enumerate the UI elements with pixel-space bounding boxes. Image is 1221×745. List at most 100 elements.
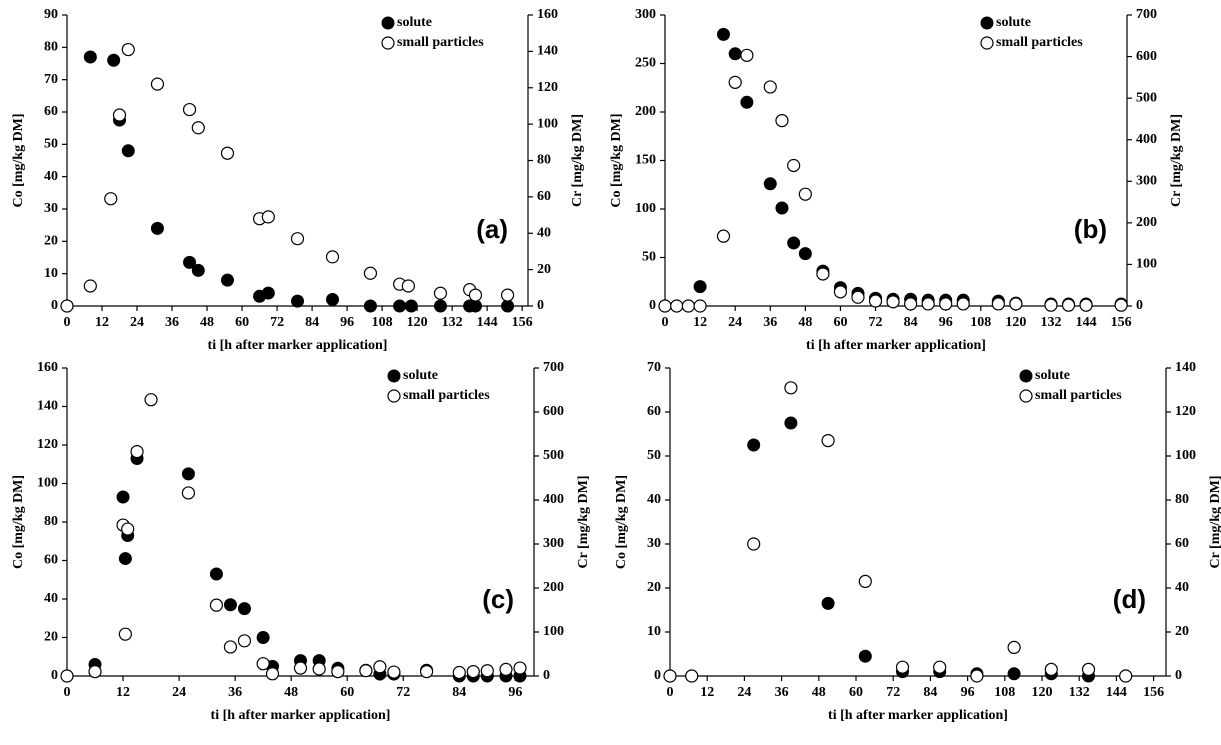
x-tick-label: 120: [407, 315, 428, 330]
data-point: [312, 662, 326, 676]
x-axis-label: ti [h after marker application]: [208, 338, 388, 353]
x-tick-label: 108: [970, 315, 991, 330]
y2-tick-label: 700: [543, 360, 564, 375]
data-point: [833, 285, 848, 299]
data-point: [904, 297, 918, 311]
x-tick-label: 72: [396, 685, 410, 700]
data-point: [1081, 662, 1096, 677]
annotation: (a): [476, 214, 508, 244]
data-point: [1007, 667, 1021, 681]
annotation: (c): [482, 584, 514, 614]
y2-tick-label: 100: [537, 116, 558, 131]
x-tick-label: 48: [812, 685, 826, 700]
y-tick-label: 40: [647, 492, 661, 507]
x-tick-label: 144: [1106, 685, 1127, 700]
y-tick-label: 100: [635, 201, 656, 216]
x-axis-label: ti [h after marker application]: [806, 338, 986, 353]
data-point: [387, 665, 401, 679]
x-tick-label: 24: [172, 685, 186, 700]
data-point: [293, 661, 308, 675]
data-point: [104, 192, 118, 206]
data-point: [121, 144, 135, 158]
data-point: [970, 669, 984, 683]
legend-label: small particles: [996, 35, 1083, 50]
legend-label: small particles: [1035, 388, 1122, 403]
y2-tick-label: 400: [1136, 132, 1157, 147]
y-tick-label: 50: [647, 448, 661, 463]
y-tick-label: 120: [37, 437, 58, 452]
data-point: [816, 267, 830, 281]
data-point: [363, 299, 377, 313]
y2-tick-label: 200: [1136, 215, 1157, 230]
data-point: [658, 299, 672, 313]
data-point: [404, 299, 418, 313]
y2-tick-label: 140: [1175, 360, 1196, 375]
data-point: [181, 467, 195, 481]
y2-axis-label: Cr [mg/kg DM]: [1208, 475, 1221, 568]
data-point: [1061, 298, 1076, 312]
y2-tick-label: 400: [543, 492, 564, 507]
y-axis-label: Co [mg/kg DM]: [609, 113, 624, 207]
y-tick-label: 250: [635, 56, 656, 71]
data-point: [685, 669, 699, 683]
data-point: [121, 42, 135, 57]
x-tick-label: 48: [200, 315, 214, 330]
x-tick-label: 12: [693, 315, 707, 330]
legend-marker: [1019, 369, 1033, 383]
y-tick-label: 30: [647, 536, 661, 551]
annotation: (d): [1113, 584, 1146, 614]
y-tick-label: 90: [44, 7, 58, 22]
y2-tick-label: 100: [1175, 448, 1196, 463]
y2-tick-label: 20: [1175, 624, 1189, 639]
data-point: [401, 279, 415, 293]
data-point: [83, 50, 97, 64]
x-tick-label: 60: [833, 315, 847, 330]
y2-tick-label: 160: [537, 7, 558, 22]
x-tick-label: 84: [452, 685, 466, 700]
data-point: [237, 602, 251, 616]
y-tick-label: 0: [51, 668, 58, 683]
x-axis-label: ti [h after marker application]: [828, 708, 1008, 723]
y2-tick-label: 0: [543, 668, 550, 683]
y2-tick-label: 60: [1175, 536, 1189, 551]
data-point: [670, 299, 684, 313]
y-tick-label: 50: [642, 250, 656, 265]
y2-tick-label: 20: [537, 262, 551, 277]
data-point: [821, 596, 835, 610]
data-point: [452, 665, 466, 680]
data-point: [359, 664, 373, 678]
y-axis-label: Co [mg/kg DM]: [11, 113, 26, 207]
data-point: [256, 657, 270, 671]
data-point: [775, 113, 789, 128]
data-point: [740, 95, 754, 109]
data-point: [775, 201, 789, 215]
y-tick-label: 60: [647, 404, 661, 419]
data-point: [107, 53, 121, 67]
x-tick-label: 48: [284, 685, 298, 700]
y2-tick-label: 500: [543, 448, 564, 463]
data-point: [1007, 640, 1021, 655]
legend-label: small particles: [403, 388, 490, 403]
y-tick-label: 160: [37, 360, 58, 375]
y2-tick-label: 120: [1175, 404, 1196, 419]
data-point: [237, 634, 252, 648]
data-point: [209, 598, 224, 612]
data-point: [373, 660, 387, 674]
x-tick-label: 108: [372, 315, 393, 330]
data-point: [118, 627, 132, 641]
x-tick-label: 60: [340, 685, 354, 700]
data-point: [681, 299, 695, 313]
data-point: [921, 297, 935, 311]
x-tick-label: 0: [667, 685, 674, 700]
data-point: [363, 266, 378, 280]
data-point: [728, 47, 742, 61]
data-point: [326, 293, 340, 307]
legend-marker: [980, 36, 994, 50]
legend-label: solute: [403, 368, 438, 383]
y-tick-label: 0: [51, 298, 58, 313]
y2-tick-label: 100: [1136, 257, 1157, 272]
data-point: [88, 664, 102, 679]
data-point: [747, 438, 761, 452]
legend-label: solute: [1035, 368, 1070, 383]
